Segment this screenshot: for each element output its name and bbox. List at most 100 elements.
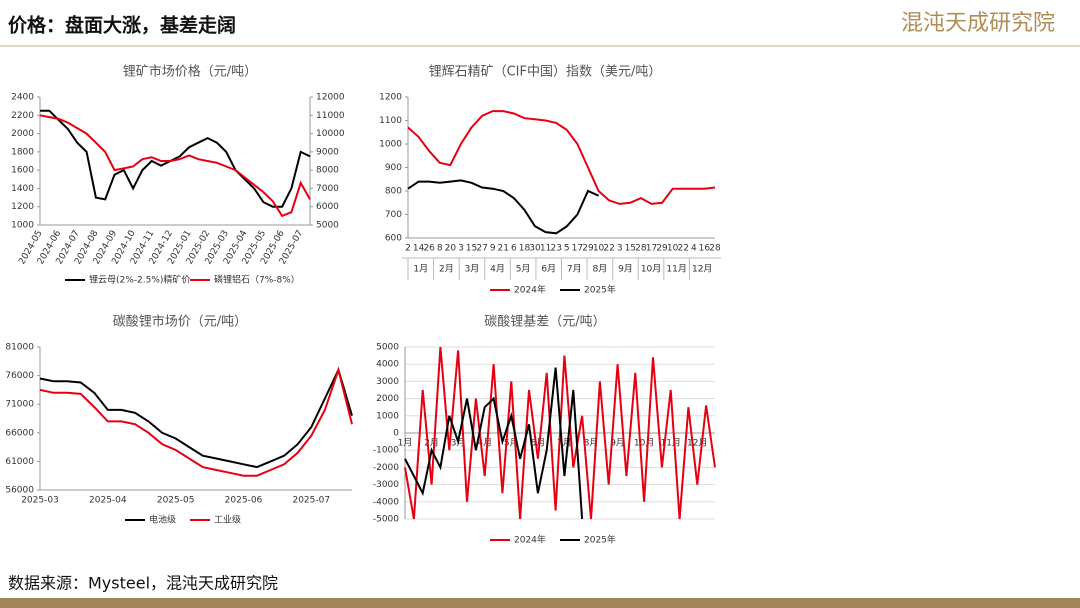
y-tick-label: 800 — [385, 187, 402, 197]
y-tick-label: 66000 — [5, 428, 34, 438]
y-tick-label: 700 — [385, 210, 402, 220]
month-label: 4月 — [490, 264, 505, 275]
x-tick-label: 9 — [490, 244, 496, 254]
month-label: 1月 — [413, 264, 428, 275]
y2-tick-label: 9000 — [316, 147, 339, 157]
x-tick-label: 1月 — [398, 438, 413, 449]
series-line — [39, 114, 311, 218]
x-tick-label: 17 — [646, 244, 657, 254]
y2-tick-label: 6000 — [316, 202, 339, 212]
y2-tick-label: 10000 — [316, 129, 345, 139]
x-tick-label: 2025-05 — [157, 496, 195, 506]
x-tick-label: 22 — [603, 244, 614, 254]
x-tick-label: 12月 — [687, 438, 707, 449]
month-label: 7月 — [567, 264, 582, 275]
x-tick-label: 3 — [617, 244, 623, 254]
x-tick-label: 5月 — [504, 438, 519, 449]
y-tick-label: 56000 — [5, 486, 34, 496]
x-tick-label: 4月 — [477, 438, 492, 449]
y-tick-label: 4000 — [376, 360, 399, 370]
y-tick-label: 1200 — [379, 93, 402, 103]
series-line — [39, 367, 353, 469]
y-tick-label: 1200 — [11, 202, 34, 212]
footer-bar — [0, 598, 1080, 608]
x-tick-label: 10 — [667, 244, 679, 254]
y-tick-label: 600 — [385, 234, 402, 244]
x-tick-label: 22 — [678, 244, 689, 254]
y-tick-label: 71000 — [5, 400, 34, 410]
legend-label: 2024年 — [514, 284, 546, 296]
legend-label: 磷锂铝石（7%-8%） — [214, 274, 300, 286]
month-label: 9月 — [618, 264, 633, 275]
series-line — [407, 110, 716, 205]
y-tick-label: 1000 — [376, 411, 399, 421]
y-tick-label: -3000 — [373, 480, 399, 490]
legend-label: 2025年 — [584, 534, 616, 546]
month-label: 3月 — [465, 264, 480, 275]
x-tick-label: 6 — [511, 244, 517, 254]
month-label: 11月 — [666, 264, 686, 275]
y-tick-label: 1100 — [379, 116, 402, 126]
x-tick-label: 16 — [699, 244, 711, 254]
month-label: 2月 — [439, 264, 454, 275]
x-tick-label: 2025-06 — [225, 496, 263, 506]
x-tick-label: 21 — [498, 244, 509, 254]
y-tick-label: 1800 — [11, 147, 34, 157]
y-tick-label: 1000 — [379, 140, 402, 150]
series-line — [40, 109, 311, 208]
chart-title: 碳酸锂市场价（元/吨） — [113, 314, 247, 330]
y-tick-label: -4000 — [373, 497, 399, 507]
x-tick-label: 17 — [572, 244, 583, 254]
x-tick-label: 2 — [405, 244, 411, 254]
y2-tick-label: 11000 — [316, 111, 345, 121]
x-tick-label: 26 — [423, 244, 435, 254]
y2-tick-label: 5000 — [316, 221, 339, 231]
y-tick-label: 1600 — [11, 166, 34, 176]
x-tick-label: 29 — [656, 244, 668, 254]
series-line — [39, 366, 353, 477]
series-line — [407, 179, 600, 235]
x-tick-label: 11月 — [660, 438, 680, 449]
x-tick-label: 28 — [635, 244, 647, 254]
y2-tick-label: 7000 — [316, 184, 339, 194]
x-tick-label: 15 — [466, 244, 477, 254]
x-tick-label: 30 — [529, 244, 541, 254]
y-tick-label: -2000 — [373, 463, 399, 473]
legend-label: 工业级 — [214, 514, 241, 526]
x-tick-label: 8 — [437, 244, 443, 254]
y-tick-label: 2000 — [376, 394, 399, 404]
chart-title: 锂矿市场价格（元/吨） — [123, 64, 257, 80]
month-label: 5月 — [516, 264, 531, 275]
x-tick-label: 2025-07 — [292, 496, 330, 506]
legend-label: 锂云母(2%-2.5%)精矿价 — [89, 274, 190, 286]
legend-label: 电池级 — [149, 514, 176, 526]
y-tick-label: 900 — [385, 163, 402, 173]
y-tick-label: -1000 — [373, 446, 399, 456]
y-tick-label: 76000 — [5, 371, 34, 381]
y-tick-label: 61000 — [5, 457, 34, 467]
x-tick-label: 5 — [564, 244, 570, 254]
logo: 混沌天成研究院 — [901, 11, 1055, 36]
x-tick-label: 4 — [691, 244, 697, 254]
slide-title: 价格：盘面大涨，基差走阔 — [8, 14, 236, 37]
x-tick-label: 18 — [519, 244, 531, 254]
x-tick-label: 2025-04 — [89, 496, 127, 506]
legend-label: 2024年 — [514, 534, 546, 546]
y-tick-label: 81000 — [5, 343, 34, 353]
x-tick-label: 27 — [476, 244, 487, 254]
month-label: 8月 — [593, 264, 608, 275]
month-label: 6月 — [541, 264, 556, 275]
x-tick-label: 11 — [540, 244, 551, 254]
x-tick-label: 10月 — [634, 438, 654, 449]
x-tick-label: 9月 — [610, 438, 625, 449]
y-tick-label: 2200 — [11, 111, 34, 121]
legend-label: 2025年 — [584, 284, 616, 296]
y-tick-label: 1000 — [11, 221, 34, 231]
y-tick-label: 1400 — [11, 184, 34, 194]
y-tick-label: 2000 — [11, 129, 34, 139]
x-tick-label: 10 — [593, 244, 605, 254]
x-tick-label: 6月 — [530, 438, 545, 449]
x-tick-label: 23 — [550, 244, 561, 254]
x-tick-label: 15 — [625, 244, 636, 254]
y2-tick-label: 12000 — [316, 93, 345, 103]
